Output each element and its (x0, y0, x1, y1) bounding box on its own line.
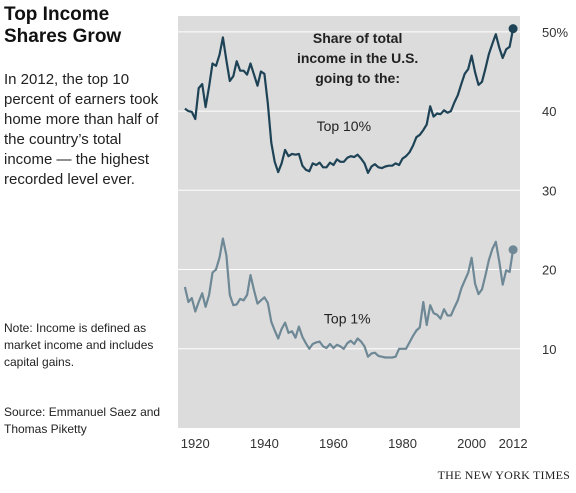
chart-subtitle: In 2012, the top 10 percent of earners t… (4, 71, 159, 188)
y-tick-label-50: 50% (542, 25, 568, 40)
chart-annotation-line: income in the U.S. (297, 50, 418, 66)
chart-title: Top Income Shares Grow (4, 4, 122, 47)
endpoint-marker-top-10 (508, 24, 518, 34)
y-tick-label-30: 30 (542, 183, 556, 198)
endpoint-marker-top-1 (508, 245, 518, 255)
series-line-top-10 (184, 28, 515, 174)
chart-annotation: Share of total income in the U.S. going to… (297, 30, 418, 86)
y-tick-label-20: 20 (542, 263, 556, 278)
y-tick-label-40: 40 (542, 104, 556, 119)
chart-source: Source: Emmanuel Saez and Thomas Piketty (4, 405, 161, 436)
x-tick-label-1980: 1980 (388, 436, 417, 451)
y-tick-label-10: 10 (542, 342, 556, 357)
series-label-top-10: Top 10% (317, 118, 371, 134)
plot-background (178, 16, 520, 428)
chart-annotation-line: Share of total (313, 30, 402, 46)
series-line-top-1 (183, 237, 515, 359)
publisher-credit: THE NEW YORK TIMES (437, 468, 570, 482)
chart-annotation-line: going to the: (315, 70, 400, 86)
x-tick-label-2012: 2012 (499, 436, 528, 451)
series-label-top-1: Top 1% (324, 310, 371, 326)
x-tick-label-1940: 1940 (250, 436, 279, 451)
chart-note: Note: Income is defined as market income… (4, 321, 154, 369)
x-tick-label-1920: 1920 (181, 436, 210, 451)
x-tick-label-1960: 1960 (319, 436, 348, 451)
x-tick-label-2000: 2000 (457, 436, 486, 451)
